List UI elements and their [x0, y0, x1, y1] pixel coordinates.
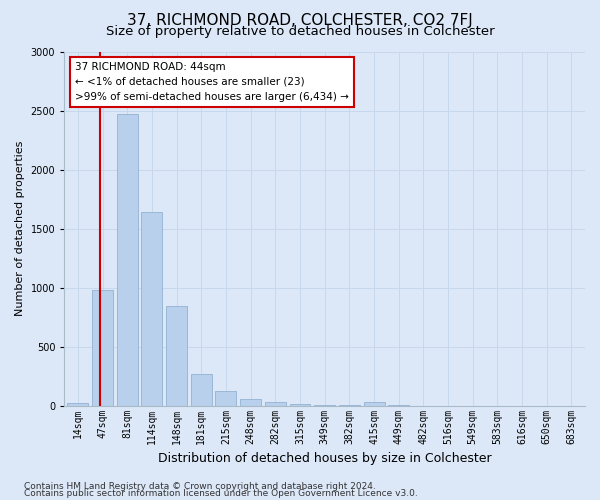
Bar [166, 306, 187, 406]
Bar [191, 374, 212, 406]
Bar [314, 404, 335, 406]
Text: Size of property relative to detached houses in Colchester: Size of property relative to detached ho… [106, 25, 494, 38]
Bar [290, 404, 310, 406]
Bar [215, 392, 236, 406]
X-axis label: Distribution of detached houses by size in Colchester: Distribution of detached houses by size … [158, 452, 491, 465]
Text: 37 RICHMOND ROAD: 44sqm
← <1% of detached houses are smaller (23)
>99% of semi-d: 37 RICHMOND ROAD: 44sqm ← <1% of detache… [75, 62, 349, 102]
Text: Contains HM Land Registry data © Crown copyright and database right 2024.: Contains HM Land Registry data © Crown c… [24, 482, 376, 491]
Bar [339, 405, 360, 406]
Bar [364, 402, 385, 406]
Bar [240, 399, 261, 406]
Text: Contains public sector information licensed under the Open Government Licence v3: Contains public sector information licen… [24, 490, 418, 498]
Bar [117, 114, 138, 406]
Bar [142, 212, 163, 406]
Text: 37, RICHMOND ROAD, COLCHESTER, CO2 7FJ: 37, RICHMOND ROAD, COLCHESTER, CO2 7FJ [127, 12, 473, 28]
Y-axis label: Number of detached properties: Number of detached properties [15, 141, 25, 316]
Bar [92, 290, 113, 406]
Bar [265, 402, 286, 406]
Bar [67, 403, 88, 406]
